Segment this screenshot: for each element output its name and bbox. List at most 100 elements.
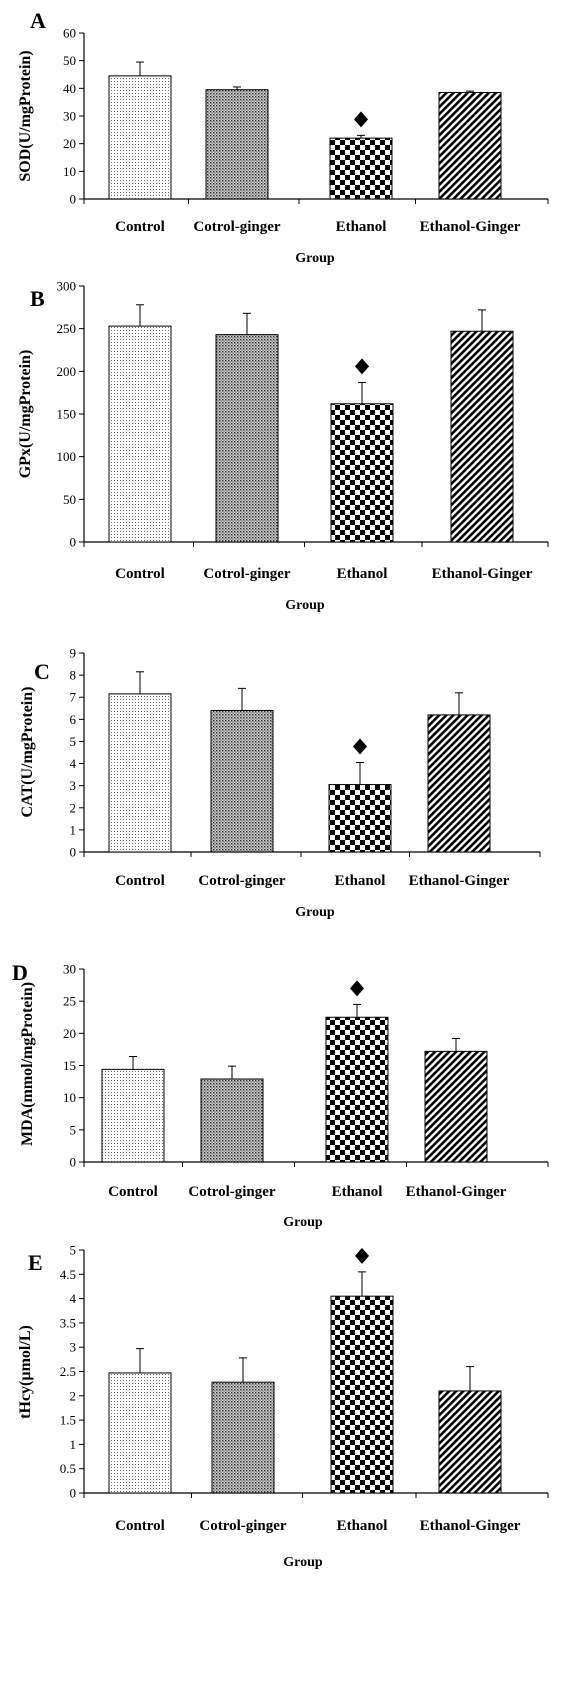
bar-ethanol [330,403,394,543]
y-tick-label: 20 [63,1026,76,1041]
y-tick-label: 30 [63,962,76,977]
y-tick-label: 10 [63,1090,76,1105]
bar-control [101,1068,165,1163]
y-tick-label: 50 [63,53,76,68]
bar-ethanol-ginger [424,1050,488,1163]
chart-panel-c: C CAT(U/mgProtein) 0 1 2 3 4 5 6 7 8 9 Control Cotrol… [19,646,541,920]
y-tick-label: 1 [70,822,77,837]
bar-control [108,1372,172,1494]
x-axis-label: Group [285,598,325,613]
significance-marker [354,111,368,128]
y-tick-label: 150 [57,407,77,422]
y-tick-label: 2.5 [60,1364,76,1379]
y-tick-label: 1.5 [60,1413,76,1428]
y-tick-label: 6 [70,712,77,727]
bar-cotrol-ginger [205,89,269,200]
y-axis-label: SOD(U/mgProtein) [17,50,34,181]
x-category-label: Control [115,1518,165,1534]
x-axis-label: Group [295,905,335,920]
x-category-label: Ethanol [337,1518,388,1534]
x-category-label: Ethanol-Ginger [406,1184,507,1200]
panel-label: E [28,1250,43,1275]
y-tick-label: 1 [70,1437,77,1452]
bar-cotrol-ginger [211,1381,275,1494]
x-category-label: Control [115,219,165,235]
panel-label: A [30,8,46,33]
panel-label: D [12,960,28,985]
y-tick-label: 20 [63,136,76,151]
y-tick-label: 0 [70,535,77,550]
y-tick-label: 100 [57,449,77,464]
y-tick-label: 25 [63,994,76,1009]
y-tick-label: 0.5 [60,1461,76,1476]
x-category-label: Ethanol-Ginger [420,219,521,235]
y-tick-label: 300 [57,279,77,294]
y-tick-label: 2 [70,1388,77,1403]
significance-marker [350,980,364,997]
y-tick-label: 5 [70,1243,77,1258]
x-category-label: Ethanol [332,1184,383,1200]
panel-label: B [30,286,45,311]
x-category-label: Ethanol-Ginger [420,1518,521,1534]
bar-ethanol [330,1295,394,1494]
bar-cotrol-ginger [200,1078,264,1163]
y-tick-label: 4 [70,756,77,771]
x-category-label: Cotrol-ginger [203,566,291,582]
chart-panel-b: B GPx(U/mgProtein) 0 50 100 150 200 250 300 Contr… [17,279,549,613]
y-tick-label: 5 [70,734,77,749]
bar-ethanol-ginger [450,330,514,543]
chart-panel-a: A SOD(U/mgProtein) 0 10 20 30 40 50 60 Control Cot… [17,8,549,266]
bar-cotrol-ginger [210,709,274,853]
bar-ethanol [328,784,392,853]
x-category-label: Ethanol [337,566,388,582]
bar-control [108,75,172,200]
y-tick-label: 250 [57,321,77,336]
y-axis-label: GPx(U/mgProtein) [17,350,34,479]
y-tick-label: 200 [57,364,77,379]
x-category-label: Control [115,566,165,582]
panel-label: C [34,659,50,684]
bar-ethanol [325,1016,389,1163]
x-category-label: Control [115,873,165,889]
x-category-label: Cotrol-ginger [199,1518,287,1534]
x-category-label: Control [108,1184,158,1200]
x-category-label: Ethanol [336,219,387,235]
y-tick-label: 0 [70,1155,77,1170]
y-tick-label: 8 [70,668,77,683]
x-category-label: Cotrol-ginger [188,1184,276,1200]
y-tick-label: 4 [70,1291,77,1306]
significance-marker [355,358,369,375]
significance-marker [353,738,367,755]
x-axis-label: Group [283,1555,323,1570]
y-axis-label: MDA(mmol/mgProtein) [19,982,36,1146]
bar-ethanol-ginger [438,1390,502,1494]
x-category-label: Cotrol-ginger [198,873,286,889]
y-tick-label: 0 [70,192,77,207]
x-axis-label: Group [283,1215,323,1230]
y-tick-label: 5 [70,1122,77,1137]
y-tick-label: 15 [63,1058,76,1073]
y-tick-label: 7 [70,690,77,705]
bar-cotrol-ginger [215,334,279,543]
y-tick-label: 30 [63,109,76,124]
y-tick-label: 50 [63,492,76,507]
bar-ethanol-ginger [427,714,491,853]
bar-control [108,325,172,543]
y-tick-label: 3 [70,778,77,793]
y-axis-label: tHcy(µmol/L) [17,1325,34,1419]
x-category-label: Cotrol-ginger [193,219,281,235]
y-axis-label: CAT(U/mgProtein) [19,687,36,818]
y-tick-label: 2 [70,800,77,815]
y-tick-label: 40 [63,81,76,96]
bar-ethanol [329,137,393,200]
y-tick-label: 3.5 [60,1315,76,1330]
y-tick-label: 0 [70,845,77,860]
bar-ethanol-ginger [438,91,502,200]
x-category-label: Ethanol-Ginger [432,566,533,582]
x-category-label: Ethanol [335,873,386,889]
bar-control [108,693,172,853]
